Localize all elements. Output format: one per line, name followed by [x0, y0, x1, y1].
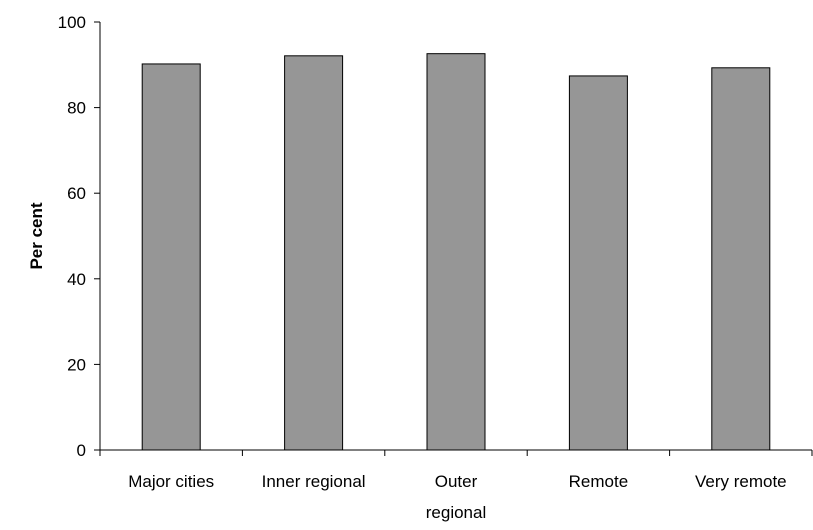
x-category-label: Major cities	[128, 472, 214, 491]
bar	[284, 55, 344, 451]
y-tick-label: 40	[67, 270, 86, 289]
y-axis-title: Per cent	[27, 202, 46, 269]
y-axis-title-group: Per cent	[27, 202, 46, 269]
bar	[711, 67, 771, 451]
y-tick-label: 20	[67, 355, 86, 374]
y-tick-label: 100	[58, 13, 86, 32]
y-tick-label: 0	[77, 441, 86, 460]
bar	[141, 63, 201, 451]
x-category-label: Remote	[569, 472, 629, 491]
axes	[99, 22, 812, 451]
x-axis-ticks: Major cities Inner regional Outer regional R…	[99, 450, 813, 522]
y-tick-label: 60	[67, 184, 86, 203]
bar	[426, 53, 486, 451]
bar	[568, 75, 628, 451]
y-tick-label: 80	[67, 99, 86, 118]
bars	[141, 53, 771, 451]
y-axis-ticks: 0 20 40 60 80 100	[58, 13, 100, 460]
x-category-label: Outer regional	[426, 472, 487, 522]
x-category-label: Inner regional	[262, 472, 366, 491]
x-category-label: Very remote	[695, 472, 787, 491]
